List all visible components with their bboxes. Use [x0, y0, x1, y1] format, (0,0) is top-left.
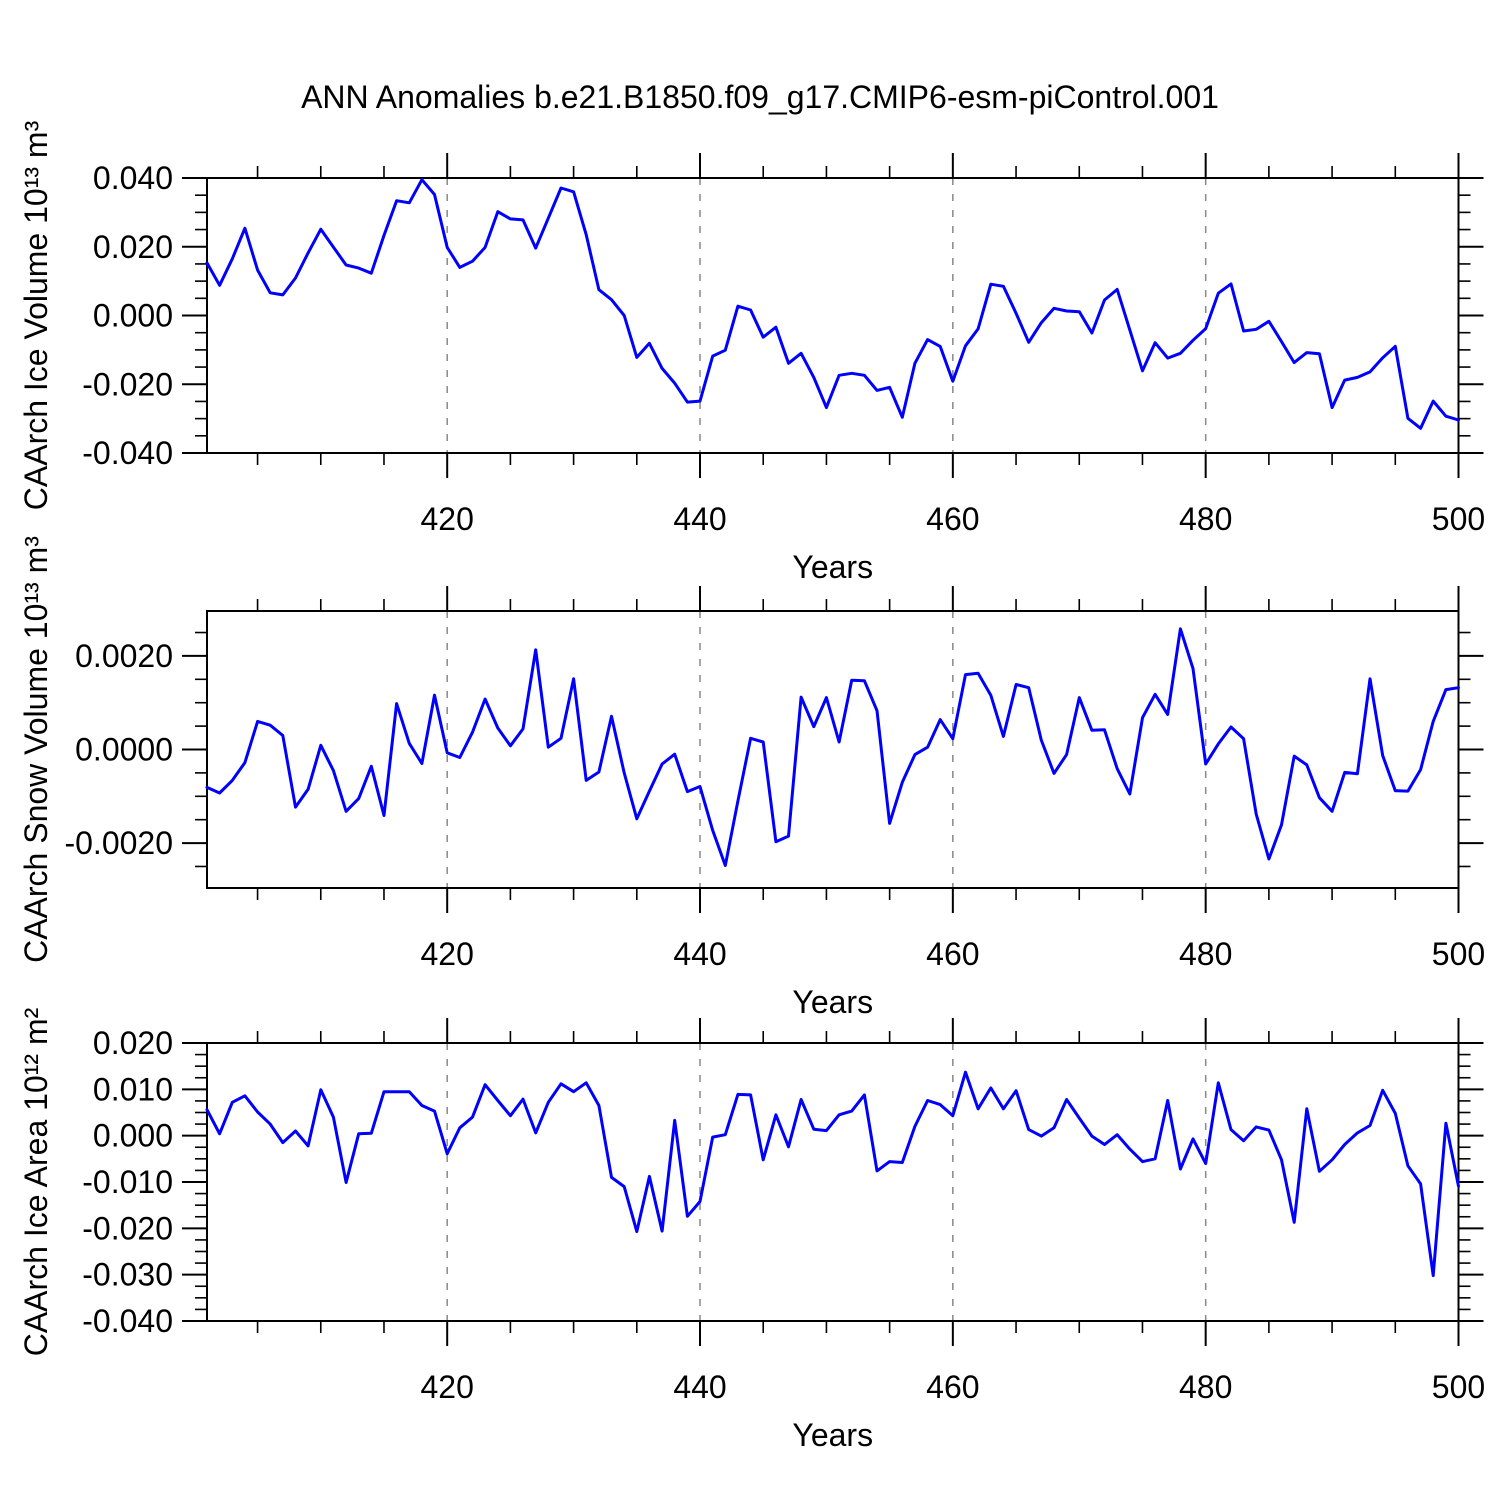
x-tick-label: 480 — [1179, 1369, 1232, 1405]
ice-area-chart: 420 440 460 480 500 0.020 0.010 0.000 -0.010 -0.0… — [18, 1007, 1485, 1453]
y-tick-label: 0.0000 — [75, 732, 173, 768]
x-tick-label: 500 — [1432, 1369, 1485, 1405]
x-axis-title: Years — [792, 1417, 873, 1453]
x-tick-label: 500 — [1432, 501, 1485, 537]
y-tick-label: 0.0020 — [75, 638, 173, 674]
y-tick-label: 0.020 — [93, 1025, 173, 1061]
plot-frame — [206, 1042, 1460, 1322]
x-tick-label: 460 — [926, 936, 979, 972]
y-tick-label: -0.010 — [82, 1164, 173, 1200]
y-tick-label: 0.020 — [93, 229, 173, 265]
y-tick-label: 0.010 — [93, 1071, 173, 1107]
y-tick-label: -0.020 — [82, 1210, 173, 1246]
y-axis-title: CAArch Snow Volume 10¹³ m³ — [18, 536, 54, 963]
x-axis-title: Years — [792, 984, 873, 1020]
y-tick-label: -0.0020 — [64, 825, 173, 861]
y-tick-label: 0.000 — [93, 298, 173, 334]
y-tick-label: -0.040 — [82, 435, 173, 471]
x-tick-label: 460 — [926, 1369, 979, 1405]
ice-volume-line — [205, 178, 1460, 430]
x-tick-label: 440 — [673, 936, 726, 972]
x-tick-label: 480 — [1179, 936, 1232, 972]
y-axis-title: CAArch Ice Volume 10¹³ m³ — [18, 120, 54, 510]
x-axis-title: Years — [792, 549, 873, 585]
plot-frame — [206, 610, 1460, 889]
y-tick-label: 0.040 — [93, 160, 173, 196]
y-tick-label: 0.000 — [93, 1118, 173, 1154]
x-tick-label: 440 — [673, 501, 726, 537]
x-tick-label: 500 — [1432, 936, 1485, 972]
ice-volume-chart: 420 440 460 480 500 0.040 0.020 0.000 -0.020 -0.0… — [18, 120, 1485, 585]
x-tick-label: 440 — [673, 1369, 726, 1405]
x-tick-label: 420 — [420, 1369, 473, 1405]
ice-area-line — [205, 1070, 1460, 1278]
y-tick-label: -0.020 — [82, 366, 173, 402]
x-tick-label: 460 — [926, 501, 979, 537]
y-axis-title: CAArch Ice Area 10¹² m² — [18, 1007, 54, 1356]
y-tick-label: -0.040 — [82, 1303, 173, 1339]
x-tick-label: 420 — [420, 501, 473, 537]
y-tick-label: -0.030 — [82, 1257, 173, 1293]
x-tick-label: 420 — [420, 936, 473, 972]
plot-frame — [206, 177, 1460, 454]
plot-title: ANN Anomalies b.e21.B1850.f09_g17.CMIP6-… — [301, 79, 1219, 115]
snow-volume-line — [205, 627, 1460, 867]
x-tick-label: 480 — [1179, 501, 1232, 537]
snow-volume-chart: 420 440 460 480 500 0.0020 0.0000 -0.0020 Years C… — [18, 536, 1485, 1020]
